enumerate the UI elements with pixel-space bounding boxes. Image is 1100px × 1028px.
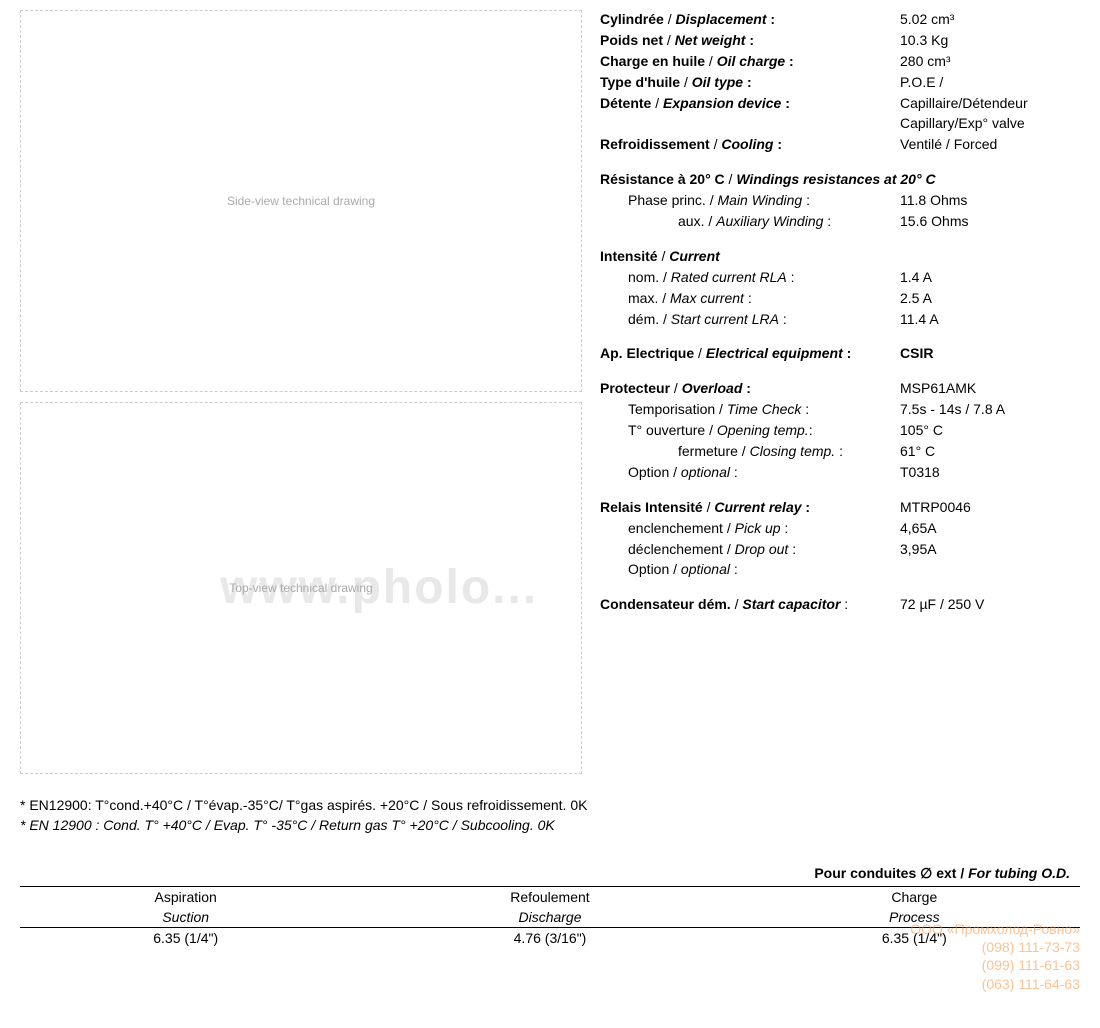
spec-main-winding: Phase princ. / Main Winding : 11.8 Ohms	[600, 191, 1080, 210]
value-expansion-fr: Capillaire/Détendeur	[900, 94, 1080, 113]
spec-rated-current: nom. / Rated current RLA : 1.4 A	[600, 268, 1080, 287]
spec-expansion-line2: Capillary/Exp° valve	[600, 114, 1080, 133]
value-displacement: 5.02 cm³	[900, 10, 1080, 29]
tubing-row-fr: Aspiration Refoulement Charge	[20, 887, 1080, 908]
value-pickup: 4,65A	[900, 519, 1080, 538]
footnote-en12900: * EN12900: T°cond.+40°C / T°évap.-35°C/ …	[20, 796, 1080, 835]
value-opening-temp: 105° C	[900, 421, 1080, 440]
specs-column: Cylindrée / Displacement : 5.02 cm³ Poid…	[600, 10, 1080, 784]
col-suction-en: Suction	[20, 907, 351, 928]
spec-oil-type: Type d'huile / Oil type : P.O.E /	[600, 73, 1080, 92]
value-relay-option	[900, 560, 1080, 579]
val-process: 6.35 (1/4")	[749, 928, 1080, 949]
spec-time-check: Temporisation / Time Check : 7.5s - 14s …	[600, 400, 1080, 419]
spec-overload-option: Option / optional : T0318	[600, 463, 1080, 482]
spec-max-current: max. / Max current : 2.5 A	[600, 289, 1080, 308]
value-time-check: 7.5s - 14s / 7.8 A	[900, 400, 1080, 419]
spec-aux-winding: aux. / Auxiliary Winding : 15.6 Ohms	[600, 212, 1080, 231]
tubing-row-values: 6.35 (1/4") 4.76 (3/16") 6.35 (1/4")	[20, 928, 1080, 949]
spec-start-cap: Condensateur dém. / Start capacitor : 72…	[600, 595, 1080, 614]
header-windings: Résistance à 20° C / Windings resistance…	[600, 170, 1080, 189]
value-dropout: 3,95A	[900, 540, 1080, 559]
value-current-relay: MTRP0046	[900, 498, 1080, 517]
tubing-row-en: Suction Discharge Process	[20, 907, 1080, 928]
spec-closing-temp: fermeture / Closing temp. : 61° C	[600, 442, 1080, 461]
value-oil-type: P.O.E /	[900, 73, 1080, 92]
tubing-header: Pour conduites ∅ ext / For tubing O.D.	[20, 865, 1080, 882]
value-net-weight: 10.3 Kg	[900, 31, 1080, 50]
spec-start-current: dém. / Start current LRA : 11.4 A	[600, 310, 1080, 329]
spec-displacement: Cylindrée / Displacement : 5.02 cm³	[600, 10, 1080, 29]
value-rated-current: 1.4 A	[900, 268, 1080, 287]
value-elec-equip: CSIR	[900, 344, 1080, 363]
value-oil-charge: 280 cm³	[900, 52, 1080, 71]
spec-dropout: déclenchement / Drop out : 3,95A	[600, 540, 1080, 559]
spec-net-weight: Poids net / Net weight : 10.3 Kg	[600, 31, 1080, 50]
value-overload-option: T0318	[900, 463, 1080, 482]
spec-cooling: Refroidissement / Cooling : Ventilé / Fo…	[600, 135, 1080, 154]
value-main-winding: 11.8 Ohms	[900, 191, 1080, 210]
contact-phone-2: (099) 111-61-63	[910, 956, 1080, 974]
spec-oil-charge: Charge en huile / Oil charge : 280 cm³	[600, 52, 1080, 71]
value-max-current: 2.5 A	[900, 289, 1080, 308]
tubing-table: Aspiration Refoulement Charge Suction Di…	[20, 886, 1080, 948]
col-suction-fr: Aspiration	[20, 887, 351, 908]
side-view-diagram: Side-view technical drawing	[20, 10, 582, 392]
spec-expansion: Détente / Expansion device : Capillaire/…	[600, 94, 1080, 113]
value-expansion-en: Capillary/Exp° valve	[900, 114, 1080, 133]
val-suction: 6.35 (1/4")	[20, 928, 351, 949]
value-start-current: 11.4 A	[900, 310, 1080, 329]
value-aux-winding: 15.6 Ohms	[900, 212, 1080, 231]
spec-pickup: enclenchement / Pick up : 4,65A	[600, 519, 1080, 538]
col-discharge-en: Discharge	[351, 907, 748, 928]
value-closing-temp: 61° C	[900, 442, 1080, 461]
val-discharge: 4.76 (3/16")	[351, 928, 748, 949]
header-current: Intensité / Current	[600, 247, 1080, 266]
spec-current-relay: Relais Intensité / Current relay : MTRP0…	[600, 498, 1080, 517]
col-process-fr: Charge	[749, 887, 1080, 908]
diagrams-column: Side-view technical drawing Top-view tec…	[20, 10, 580, 784]
top-view-diagram: Top-view technical drawing	[20, 402, 582, 774]
value-start-cap: 72 µF / 250 V	[900, 595, 1080, 614]
contact-phone-3: (063) 111-64-63	[910, 975, 1080, 993]
spec-opening-temp: T° ouverture / Opening temp.: 105° C	[600, 421, 1080, 440]
spec-elec-equip: Ap. Electrique / Electrical equipment : …	[600, 344, 1080, 363]
footnote-fr: * EN12900: T°cond.+40°C / T°évap.-35°C/ …	[20, 796, 1080, 816]
spec-relay-option: Option / optional :	[600, 560, 1080, 579]
footnote-en: * EN 12900 : Cond. T° +40°C / Evap. T° -…	[20, 816, 1080, 836]
col-discharge-fr: Refoulement	[351, 887, 748, 908]
col-process-en: Process	[749, 907, 1080, 928]
value-overload: MSP61AMK	[900, 379, 1080, 398]
spec-overload: Protecteur / Overload : MSP61AMK	[600, 379, 1080, 398]
value-cooling: Ventilé / Forced	[900, 135, 1080, 154]
